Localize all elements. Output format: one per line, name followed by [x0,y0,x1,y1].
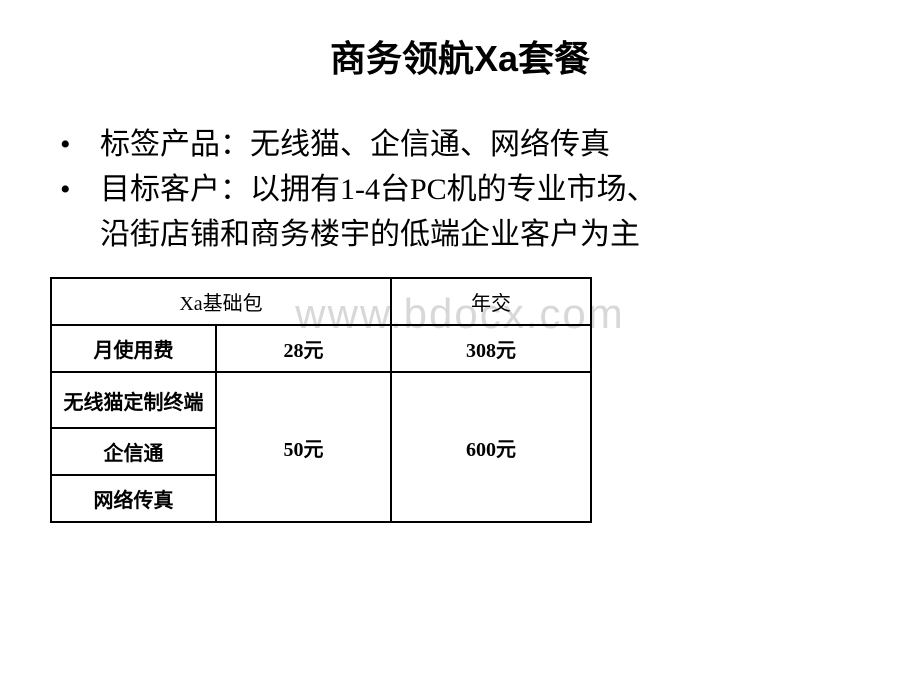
bullet-item-customers: 目标客户：以拥有1-4台PC机的专业市场、 沿街店铺和商务楼宇的低端企业客户为主 [60,167,880,257]
table-row: 月使用费 28元 308元 [51,325,591,372]
bullet-text-products: 标签产品：无线猫、企信通、网络传真 [100,128,610,161]
bullet-list: 标签产品：无线猫、企信通、网络传真 目标客户：以拥有1-4台PC机的专业市场、 … [0,122,920,257]
cell-monthly-fee-val1: 28元 [216,325,391,372]
cell-monthly-fee-label: 月使用费 [51,325,216,372]
bullet-text-customers-line1: 目标客户：以拥有1-4台PC机的专业市场、 [100,173,657,206]
cell-netfax-label: 网络传真 [51,475,216,522]
pricing-table-container: Xa基础包 年交 月使用费 28元 308元 无线猫定制终端 50元 600元 … [50,277,920,523]
table-header-row: Xa基础包 年交 [51,278,591,325]
table-row: 无线猫定制终端 50元 600元 [51,372,591,428]
page-title: 商务领航Xa套餐 [0,0,920,122]
cell-merged-val2: 600元 [391,372,591,522]
header-basic-package: Xa基础包 [51,278,391,325]
pricing-table: Xa基础包 年交 月使用费 28元 308元 无线猫定制终端 50元 600元 … [50,277,592,523]
header-annual: 年交 [391,278,591,325]
cell-wireless-modem-label: 无线猫定制终端 [51,372,216,428]
bullet-item-products: 标签产品：无线猫、企信通、网络传真 [60,122,880,167]
cell-merged-val1: 50元 [216,372,391,522]
cell-monthly-fee-val2: 308元 [391,325,591,372]
cell-qixintong-label: 企信通 [51,428,216,475]
bullet-text-customers-line2: 沿街店铺和商务楼宇的低端企业客户为主 [100,212,880,257]
